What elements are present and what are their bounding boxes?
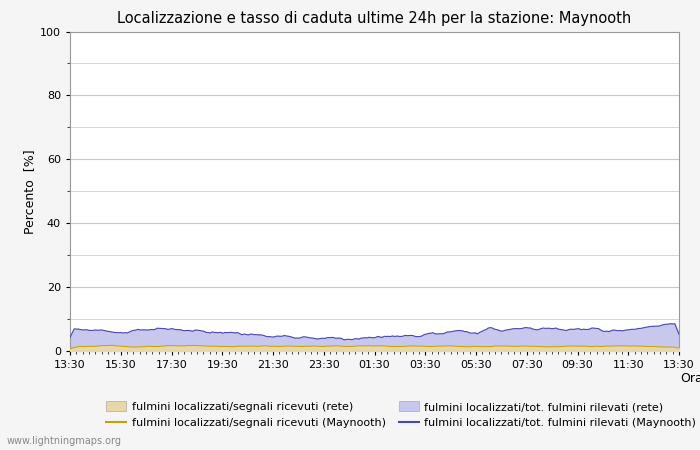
Text: www.lightningmaps.org: www.lightningmaps.org [7,436,122,446]
Text: Orario: Orario [680,372,700,385]
Y-axis label: Percento  [%]: Percento [%] [23,149,36,234]
Title: Localizzazione e tasso di caduta ultime 24h per la stazione: Maynooth: Localizzazione e tasso di caduta ultime … [118,11,631,26]
Legend: fulmini localizzati/segnali ricevuti (rete), fulmini localizzati/segnali ricevut: fulmini localizzati/segnali ricevuti (re… [106,401,696,428]
